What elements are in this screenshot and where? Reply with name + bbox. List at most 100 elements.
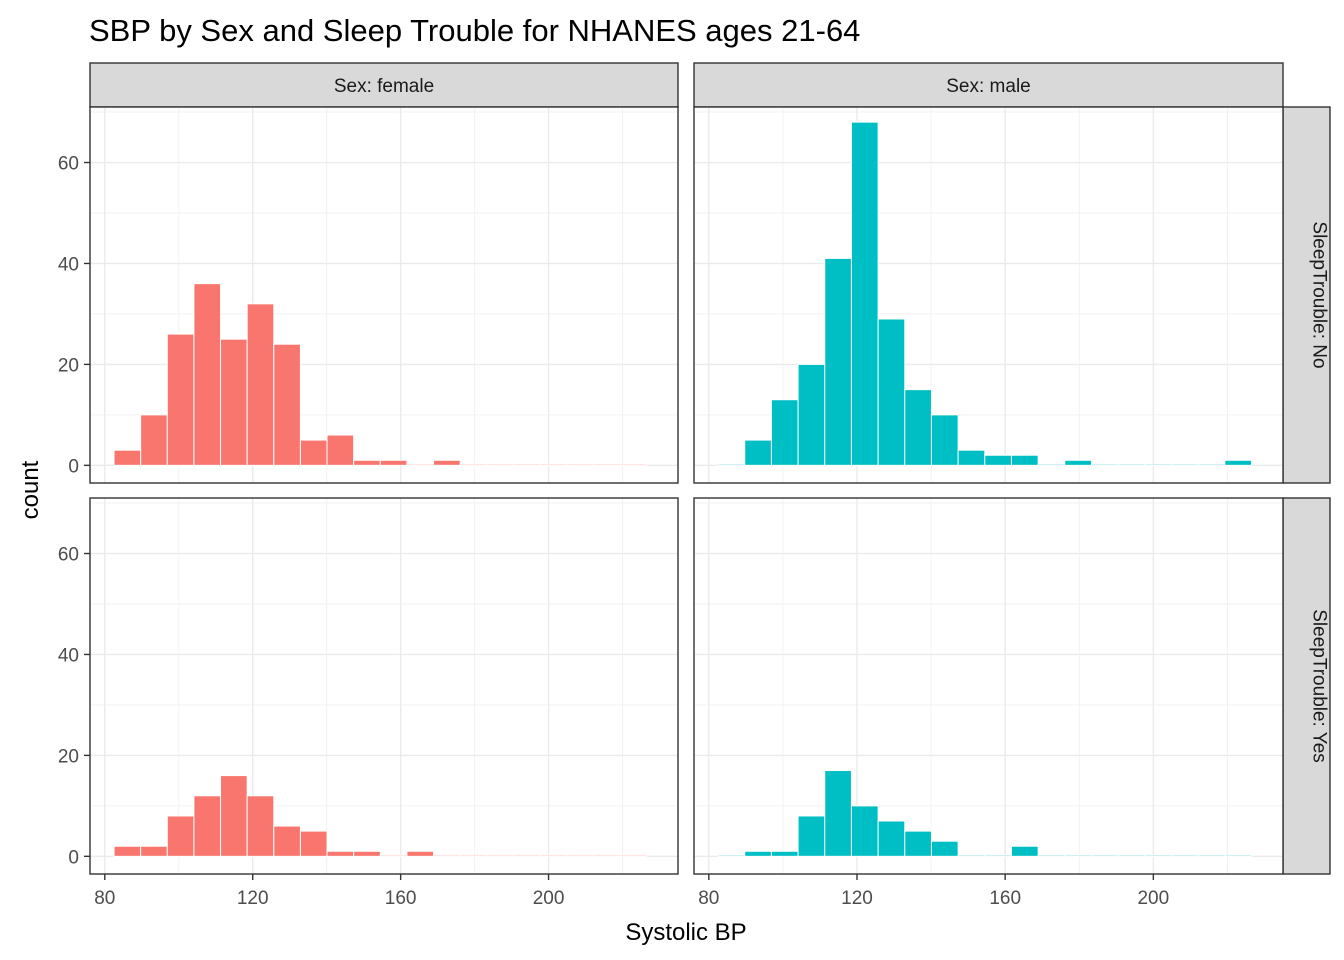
y-tick-label: 40 <box>58 645 79 666</box>
histogram-bar <box>273 343 301 466</box>
histogram-bar <box>850 805 879 857</box>
histogram-bar <box>433 459 461 466</box>
y-tick-label: 0 <box>68 847 79 868</box>
histogram-bar <box>1197 463 1226 466</box>
histogram-bar <box>140 845 168 857</box>
histogram-bar <box>193 795 222 857</box>
histogram-bar <box>379 854 408 857</box>
histogram-bar <box>433 854 461 857</box>
histogram-bar <box>539 854 568 857</box>
histogram-bar <box>930 840 959 857</box>
column-strip-1 <box>693 62 1284 108</box>
histogram-bar <box>166 333 195 466</box>
histogram-bar <box>406 850 435 857</box>
panel-male-no <box>693 106 1284 484</box>
histogram-bar <box>984 854 1012 857</box>
histogram-bar <box>326 434 355 466</box>
facet-panels: Sex: female Sex: male SleepTrouble: No Slee… <box>58 62 1331 909</box>
histogram-bar <box>512 463 541 466</box>
histogram-bar <box>717 854 746 857</box>
histogram-bar <box>744 850 772 857</box>
histogram-bar <box>1010 454 1039 466</box>
x-tick-label: 160 <box>385 888 417 909</box>
histogram-bar <box>797 815 826 857</box>
histogram-bar <box>717 463 746 466</box>
histogram-bar <box>619 854 648 857</box>
histogram-bar <box>406 463 435 466</box>
row-strip-1 <box>1282 497 1331 875</box>
x-tick-label: 80 <box>94 888 115 909</box>
histogram-bar <box>246 303 275 466</box>
x-tick-label: 120 <box>237 888 269 909</box>
x-tick-label: 200 <box>533 888 565 909</box>
histogram-bar <box>877 820 906 857</box>
histogram-bar <box>140 414 168 466</box>
histogram-bar <box>326 850 355 857</box>
histogram-bar <box>1197 854 1226 857</box>
histogram-bar <box>1010 845 1039 857</box>
histogram-bar <box>486 854 514 857</box>
row-strip-label-0: SleepTrouble: No <box>1309 221 1330 368</box>
x-tick-label: 80 <box>698 888 719 909</box>
column-strip-label-0: Sex: female <box>334 76 434 97</box>
histogram-bar <box>770 850 799 857</box>
panel-background <box>694 498 1283 874</box>
histogram-bar <box>220 775 248 857</box>
histogram-bar <box>1144 463 1172 466</box>
histogram-bar <box>1170 463 1199 466</box>
histogram-bar <box>824 257 852 466</box>
histogram-bar <box>166 815 195 857</box>
panel-border <box>89 106 679 484</box>
histogram-bar <box>220 338 248 466</box>
histogram-bar <box>619 463 648 466</box>
histogram-bar <box>1117 854 1146 857</box>
column-strip-label-1: Sex: male <box>946 76 1030 97</box>
histogram-bar <box>984 454 1012 466</box>
histogram-bar <box>957 854 986 857</box>
panel-border <box>693 106 1284 484</box>
histogram-bar <box>1224 854 1253 857</box>
column-strip-0 <box>89 62 679 108</box>
histogram-bar <box>512 854 541 857</box>
panel-female-yes: 0 20 40 60 80 120 160 200 <box>58 497 679 909</box>
panel-border <box>693 497 1284 875</box>
histogram-bar <box>592 463 621 466</box>
histogram-bar <box>273 825 301 857</box>
panel-border <box>89 497 679 875</box>
panel-male-yes: 80 120 160 200 <box>693 497 1284 909</box>
x-tick-label: 200 <box>1137 888 1169 909</box>
chart-title: SBP by Sex and Sleep Trouble for NHANES … <box>89 13 860 48</box>
histogram-bar <box>353 459 381 466</box>
histogram-bar <box>566 463 594 466</box>
histogram-bar <box>379 459 408 466</box>
panel-female-no: 0 20 40 60 <box>58 106 679 484</box>
histogram-bar <box>877 318 906 466</box>
histogram-bar <box>592 854 621 857</box>
histogram-bar <box>193 283 222 466</box>
histogram-bar <box>459 463 488 466</box>
y-tick-label: 60 <box>58 545 79 566</box>
histogram-bar <box>1090 854 1119 857</box>
histogram-bar <box>113 449 142 466</box>
histogram-bar <box>299 439 328 466</box>
histogram-bar <box>1037 463 1066 466</box>
x-tick-label: 120 <box>841 888 873 909</box>
y-tick-label: 0 <box>68 456 79 477</box>
y-tick-label: 20 <box>58 355 79 376</box>
histogram-bar <box>486 463 514 466</box>
histogram-bar <box>904 830 932 857</box>
histogram-bar <box>1144 854 1172 857</box>
histogram-bar <box>539 463 568 466</box>
histogram-bar <box>797 363 826 466</box>
histogram-bar <box>744 439 772 466</box>
histogram-bar <box>930 414 959 466</box>
histogram-bar <box>770 399 799 466</box>
histogram-bar <box>566 854 594 857</box>
y-tick-label: 60 <box>58 154 79 175</box>
histogram-bar <box>1170 854 1199 857</box>
histogram-bar <box>1037 854 1066 857</box>
histogram-bar <box>824 770 852 857</box>
y-tick-label: 20 <box>58 746 79 767</box>
histogram-bar <box>1064 854 1092 857</box>
